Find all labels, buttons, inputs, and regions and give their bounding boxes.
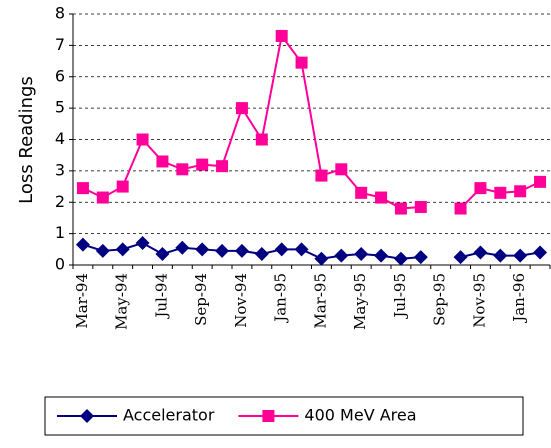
data-point	[473, 245, 488, 260]
data-point	[136, 133, 149, 146]
data-point	[255, 133, 268, 146]
y-tick-label: 0	[55, 255, 65, 274]
data-point	[374, 248, 389, 263]
data-point	[175, 240, 190, 255]
legend-label: 400 MeV Area	[304, 406, 416, 425]
y-tick-label: 3	[55, 160, 65, 179]
data-point	[393, 251, 408, 266]
data-point	[474, 182, 487, 195]
y-tick-label: 4	[55, 129, 65, 148]
y-tick-label: 6	[55, 66, 65, 85]
y-tick-label: 7	[55, 35, 65, 54]
data-point	[115, 242, 130, 257]
data-point	[135, 236, 150, 251]
data-point	[156, 155, 169, 168]
data-point	[295, 56, 308, 69]
data-point	[75, 237, 90, 252]
data-point	[262, 410, 275, 422]
data-point	[235, 102, 248, 115]
data-point	[493, 248, 508, 263]
data-point	[294, 242, 309, 257]
data-point	[116, 180, 129, 193]
x-tick-label: Sep-95	[431, 273, 449, 326]
data-point	[234, 243, 249, 258]
x-tick-label: Sep-94	[192, 273, 210, 326]
data-point	[375, 191, 388, 204]
data-point	[196, 158, 209, 171]
x-tick-label: Nov-95	[470, 273, 488, 328]
x-tick-label: Nov-94	[232, 273, 250, 328]
data-point	[355, 186, 368, 199]
series-line	[82, 33, 541, 210]
data-point	[95, 243, 110, 258]
data-point	[453, 250, 468, 265]
x-tick-label: May-94	[113, 273, 131, 330]
y-tick-label: 1	[55, 223, 65, 242]
data-point	[274, 242, 289, 257]
x-tick-label: Mar-94	[73, 273, 91, 329]
data-point	[494, 186, 507, 199]
data-point	[534, 175, 547, 188]
x-tick-label: Jul-95	[391, 273, 409, 320]
data-point	[335, 163, 348, 176]
data-point	[254, 247, 269, 262]
data-point	[96, 191, 109, 204]
data-point	[176, 163, 189, 176]
y-axis-label: Loss Readings	[16, 76, 37, 204]
data-point	[533, 245, 548, 260]
data-point	[80, 409, 94, 423]
data-point	[513, 248, 528, 263]
y-tick-label: 8	[55, 4, 65, 23]
data-point	[216, 160, 229, 173]
legend-label: Accelerator	[123, 406, 215, 425]
data-point	[414, 200, 427, 213]
data-point	[215, 243, 230, 258]
data-point	[195, 242, 210, 257]
x-tick-label: Jan-96	[510, 273, 528, 324]
x-tick-label: May-95	[351, 273, 369, 330]
data-point	[413, 250, 428, 265]
y-tick-label: 2	[55, 192, 65, 211]
data-point	[454, 202, 467, 215]
data-point	[334, 248, 349, 263]
x-tick-label: Mar-95	[311, 273, 329, 329]
x-tick-label: Jul-94	[152, 273, 170, 320]
data-point	[394, 202, 407, 215]
x-tick-label: Jan-95	[272, 273, 290, 324]
data-point	[514, 185, 527, 198]
data-point	[155, 247, 170, 262]
data-point	[354, 247, 369, 262]
data-point	[275, 29, 288, 42]
data-point	[76, 182, 89, 195]
y-tick-label: 5	[55, 98, 65, 117]
series-line	[82, 241, 541, 260]
data-point	[315, 169, 328, 182]
data-point	[314, 251, 329, 266]
